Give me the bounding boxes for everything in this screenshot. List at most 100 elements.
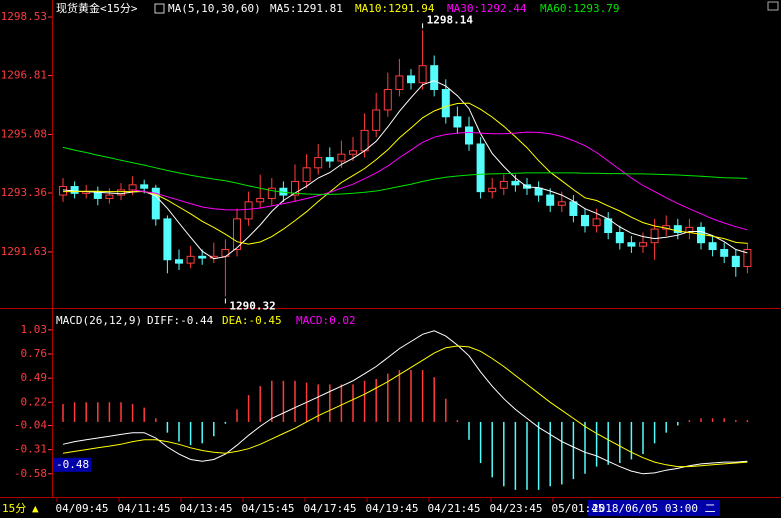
x-tick-label: 04/19:45 bbox=[366, 502, 419, 515]
y-tick-label: 1296.81 bbox=[1, 69, 47, 82]
candle-body bbox=[163, 218, 172, 261]
legend-entry: DEA:-0.45 bbox=[222, 314, 282, 327]
candle-body bbox=[372, 109, 381, 131]
candle-body bbox=[615, 231, 624, 244]
candle-body bbox=[743, 249, 752, 268]
candle-body bbox=[511, 180, 520, 186]
legend-entry: DIFF:-0.44 bbox=[147, 314, 214, 327]
cursor-value: -0.48 bbox=[56, 458, 89, 471]
candle-body bbox=[140, 184, 149, 189]
x-tick-label: 04/23:45 bbox=[490, 502, 543, 515]
candle-body bbox=[720, 249, 729, 257]
indicator-icon[interactable] bbox=[154, 3, 165, 14]
candle-body bbox=[186, 255, 195, 264]
candle-body bbox=[430, 65, 439, 91]
candle-body bbox=[267, 187, 276, 199]
x-tick-label: 05/01:45 bbox=[552, 502, 605, 515]
candle-body bbox=[360, 129, 369, 152]
legend-entry: MA5:1291.81 bbox=[270, 2, 343, 15]
x-tick-label: 04/11:45 bbox=[118, 502, 171, 515]
legend-entry: MACD:0.02 bbox=[296, 314, 356, 327]
candle-body bbox=[198, 255, 207, 259]
candle-body bbox=[407, 75, 415, 84]
candle-body bbox=[233, 218, 241, 251]
y-tick-label: 1.03 bbox=[21, 323, 48, 336]
period-label[interactable]: 15分 bbox=[2, 502, 26, 515]
period-arrow[interactable]: ▲ bbox=[32, 502, 39, 515]
candle-body bbox=[291, 180, 299, 196]
candle-body bbox=[105, 194, 114, 199]
candle-body bbox=[314, 157, 323, 169]
candle-body bbox=[476, 143, 485, 193]
cursor-time-box bbox=[588, 500, 720, 516]
candle-body bbox=[151, 187, 160, 220]
indicator-line bbox=[62, 330, 748, 475]
x-tick-label: 04/15:45 bbox=[242, 502, 295, 515]
candle-body bbox=[128, 184, 137, 191]
candle-body bbox=[70, 186, 79, 194]
candle-body bbox=[673, 225, 682, 233]
macd-title: MACD(26,12,9) bbox=[56, 314, 142, 327]
window-icon[interactable] bbox=[767, 1, 779, 11]
y-tick-label: -0.58 bbox=[14, 467, 47, 480]
indicator-line bbox=[62, 345, 748, 468]
y-tick-label: 1298.53 bbox=[1, 10, 47, 23]
candle-body bbox=[581, 214, 589, 227]
candle-body bbox=[465, 126, 473, 145]
candle-body bbox=[708, 242, 717, 251]
cursor-time: 2018/06/05 03:00 二 bbox=[592, 502, 716, 515]
cursor-value-box bbox=[53, 457, 91, 472]
candle-body bbox=[256, 197, 265, 203]
candle-body bbox=[59, 186, 67, 196]
candle-body bbox=[175, 259, 183, 264]
candle-body bbox=[337, 153, 346, 162]
y-tick-label: -0.31 bbox=[14, 443, 47, 456]
candle-body bbox=[488, 187, 497, 193]
candle-body bbox=[383, 89, 392, 111]
indicator-line bbox=[132, 131, 748, 231]
y-tick-label: 1293.36 bbox=[1, 186, 47, 199]
candle-body bbox=[499, 180, 508, 189]
candle-body bbox=[453, 116, 462, 128]
candle-body bbox=[325, 157, 334, 162]
y-tick-label: 0.76 bbox=[21, 347, 48, 360]
x-tick-label: 04/17:45 bbox=[304, 502, 357, 515]
y-tick-label: 0.49 bbox=[21, 371, 48, 384]
legend-entry: MA60:1293.79 bbox=[540, 2, 619, 15]
candle-body bbox=[639, 242, 647, 247]
candle-body bbox=[441, 89, 450, 118]
candle-body bbox=[650, 228, 659, 244]
x-tick-label: 04/21:45 bbox=[428, 502, 481, 515]
indicator-line bbox=[62, 146, 748, 195]
y-tick-label: -0.04 bbox=[14, 419, 47, 432]
y-tick-label: 0.22 bbox=[21, 395, 48, 408]
candle-body bbox=[209, 255, 218, 259]
candle-body bbox=[557, 201, 566, 206]
candle-body bbox=[569, 201, 578, 216]
y-tick-label: 1295.08 bbox=[1, 127, 47, 140]
candle-body bbox=[731, 255, 740, 268]
candle-body bbox=[592, 218, 601, 227]
candle-body bbox=[418, 65, 427, 84]
x-tick-label: 04/13:45 bbox=[180, 502, 233, 515]
legend-entry: MA10:1291.94 bbox=[355, 2, 435, 15]
indicator-name: MA(5,10,30,60) bbox=[168, 2, 261, 15]
candle-body bbox=[395, 75, 404, 91]
chart-title: 现货黄金<15分> bbox=[56, 1, 138, 15]
high-annotation: 1298.14 bbox=[427, 13, 474, 26]
candle-body bbox=[244, 201, 253, 220]
candle-body bbox=[349, 150, 357, 155]
candle-body bbox=[117, 189, 125, 196]
y-tick-label: 1291.63 bbox=[1, 245, 47, 258]
candle-body bbox=[534, 187, 543, 196]
x-tick-label: 04/09:45 bbox=[56, 502, 109, 515]
candle-body bbox=[302, 167, 311, 182]
candle-body bbox=[627, 242, 636, 247]
legend-entry: MA30:1292.44 bbox=[447, 2, 527, 15]
indicator-line bbox=[63, 102, 748, 245]
low-annotation: 1290.32 bbox=[229, 299, 275, 312]
candle-body bbox=[546, 194, 555, 206]
indicator-line bbox=[62, 80, 748, 260]
